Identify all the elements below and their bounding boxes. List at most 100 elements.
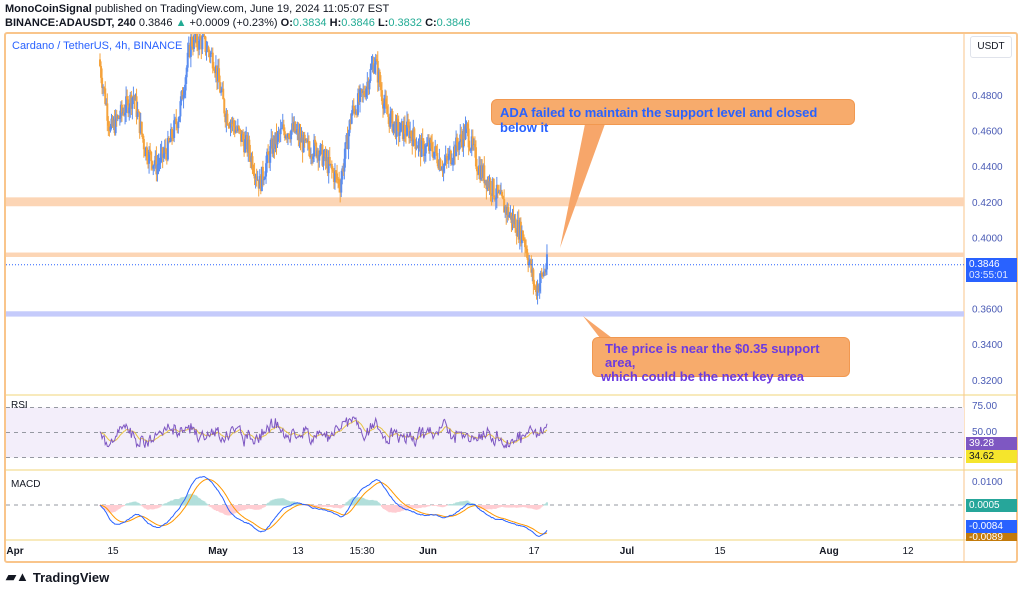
- price-tick: 0.3400: [972, 340, 1003, 351]
- macd-histogram-bar: [387, 505, 390, 512]
- candle-body: [157, 163, 160, 165]
- candle-body: [475, 166, 478, 172]
- macd-histogram-bar: [131, 502, 134, 506]
- candle-body: [292, 123, 295, 131]
- candle-body: [168, 141, 171, 143]
- candle-body: [440, 169, 443, 171]
- macd-histogram-bar: [201, 500, 204, 506]
- candle-body: [112, 119, 115, 127]
- candle-body: [128, 107, 131, 114]
- candle-body: [426, 142, 429, 145]
- macd-histogram-bar: [206, 504, 209, 506]
- candle-body: [323, 150, 326, 157]
- macd-histogram-bar: [291, 501, 294, 506]
- candle-body: [246, 135, 249, 153]
- macd-histogram-bar: [273, 499, 276, 506]
- macd-histogram-bar: [347, 500, 350, 506]
- candle-body: [371, 63, 374, 67]
- candle-body: [365, 88, 368, 98]
- candle-body: [207, 47, 210, 53]
- macd-histogram-bar: [326, 505, 329, 508]
- candle-body: [491, 178, 494, 197]
- macd-histogram-bar: [427, 505, 430, 507]
- candle-body: [444, 155, 447, 163]
- candle-body: [521, 230, 524, 240]
- candle-body: [321, 144, 324, 166]
- candle-body: [134, 96, 137, 101]
- candle-body: [391, 110, 394, 132]
- candle-body: [167, 137, 170, 142]
- candle-body: [455, 137, 458, 157]
- candle-body: [173, 120, 176, 138]
- candle-body: [120, 104, 123, 113]
- candle-body: [469, 149, 472, 151]
- candle-body: [418, 140, 421, 142]
- macd-histogram-bar: [515, 505, 518, 508]
- candle-body: [539, 272, 542, 284]
- candle-body: [484, 179, 487, 184]
- candle-body: [145, 147, 148, 160]
- macd-histogram-bar: [421, 505, 424, 508]
- candle-body: [324, 150, 327, 162]
- candle-body: [174, 118, 177, 121]
- macd-histogram-bar: [445, 505, 448, 506]
- macd-histogram-bar: [161, 504, 164, 506]
- candle-body: [438, 159, 441, 169]
- macd-histogram-bar: [520, 505, 523, 508]
- macd-histogram-bar: [343, 505, 346, 506]
- candle-body: [351, 105, 354, 114]
- currency-button[interactable]: USDT: [970, 36, 1012, 58]
- candle-body: [115, 114, 118, 119]
- candle-body: [389, 113, 392, 127]
- macd-histogram-bar: [283, 499, 286, 506]
- candle-body: [441, 169, 444, 172]
- macd-histogram-bar: [366, 499, 369, 506]
- high-label: H:: [329, 17, 342, 29]
- candle-body: [310, 156, 313, 160]
- candle-body: [346, 135, 349, 150]
- macd-histogram-bar: [256, 505, 259, 510]
- macd-histogram-bar: [399, 505, 402, 512]
- macd-histogram-bar: [532, 505, 535, 509]
- macd-histogram-bar: [261, 505, 264, 508]
- candle-body: [270, 138, 273, 147]
- low-label: L:: [377, 17, 389, 29]
- macd-histogram-bar: [451, 504, 454, 506]
- candle-body: [278, 132, 281, 135]
- candle-body: [526, 248, 529, 258]
- candle-body: [408, 125, 411, 139]
- candle-body: [510, 212, 513, 224]
- candle-body: [291, 123, 294, 131]
- macd-histogram-bar: [348, 499, 351, 506]
- macd-histogram-bar: [359, 497, 362, 506]
- candle-body: [181, 91, 184, 100]
- macd-histogram-bar: [137, 502, 140, 506]
- chart-legend: Cardano / TetherUS, 4h, BINANCE: [12, 40, 183, 52]
- macd-histogram-bar: [190, 494, 193, 506]
- tradingview-logo[interactable]: ▰▲ TradingView: [6, 569, 109, 585]
- macd-histogram-bar: [109, 505, 112, 513]
- macd-histogram-bar: [277, 498, 280, 506]
- macd-histogram-bar: [338, 505, 341, 509]
- macd-histogram-bar: [494, 505, 497, 509]
- candle-body: [179, 101, 182, 117]
- candle-body: [497, 191, 500, 193]
- macd-histogram-bar: [129, 502, 132, 506]
- macd-histogram-bar: [251, 505, 254, 510]
- macd-histogram-bar: [435, 505, 438, 506]
- price-tick: 0.4600: [972, 127, 1003, 138]
- macd-label: MACD: [11, 479, 41, 490]
- macd-histogram-bar: [211, 505, 214, 509]
- macd-histogram-bar: [248, 505, 251, 509]
- author[interactable]: MonoCoinSignal: [5, 3, 92, 15]
- macd-histogram-bar: [208, 505, 211, 507]
- macd-histogram-bar: [441, 505, 444, 508]
- macd-histogram-bar: [252, 505, 255, 510]
- macd-histogram-bar: [142, 505, 145, 508]
- candle-body: [262, 179, 265, 181]
- macd-histogram-bar: [510, 505, 513, 508]
- candle-body: [519, 221, 522, 244]
- candle-body: [357, 93, 360, 102]
- candle-body: [273, 138, 276, 149]
